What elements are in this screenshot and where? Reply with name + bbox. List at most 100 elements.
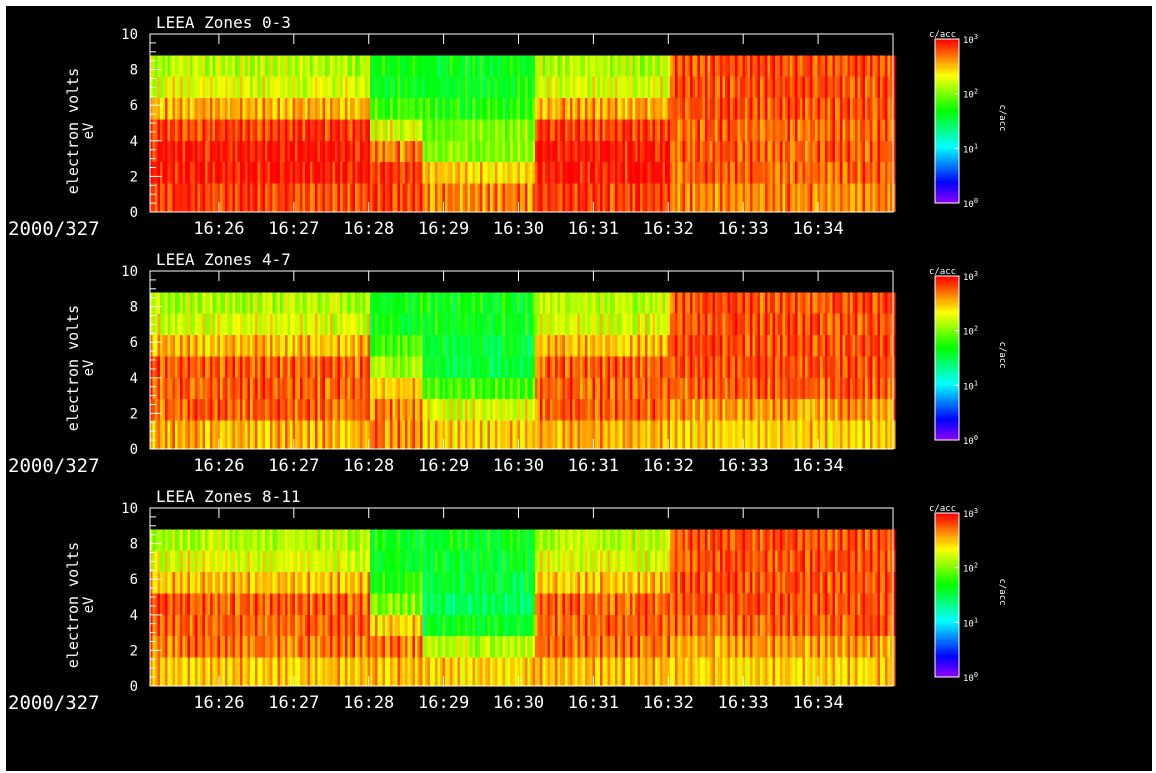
heatmap-cell <box>410 119 413 141</box>
heatmap-cell <box>887 55 891 77</box>
heatmap-cell <box>240 140 243 163</box>
heatmap-cell <box>665 76 668 99</box>
heatmap-cell <box>150 420 153 449</box>
heatmap-cell <box>467 98 471 120</box>
heatmap-cell <box>432 313 436 336</box>
heatmap-cell <box>647 76 651 99</box>
heatmap-cell <box>842 55 846 77</box>
heatmap-cell <box>155 335 158 357</box>
heatmap-cell <box>542 162 546 184</box>
heatmap-cell <box>465 119 468 141</box>
heatmap-cell <box>732 98 736 120</box>
heatmap-cell <box>580 140 583 163</box>
heatmap-cell <box>200 140 203 163</box>
heatmap-cell <box>770 292 773 314</box>
heatmap-cell <box>627 313 631 336</box>
colorbar-label-top: c/acc <box>929 30 956 40</box>
heatmap-cell <box>437 140 441 163</box>
heatmap-cell <box>595 377 598 400</box>
heatmap-cell <box>227 550 231 573</box>
heatmap-cell <box>422 55 426 77</box>
heatmap-cell <box>322 55 326 77</box>
heatmap-cell <box>570 335 573 357</box>
heatmap-cell <box>190 335 193 357</box>
heatmap-cell <box>407 140 411 163</box>
heatmap-cell <box>237 55 241 77</box>
heatmap-cell <box>810 377 813 400</box>
heatmap-cell <box>175 636 178 658</box>
heatmap-cell <box>632 377 636 400</box>
heatmap-cell <box>877 76 881 99</box>
heatmap-cell <box>787 183 791 212</box>
heatmap-cell <box>707 119 711 141</box>
heatmap-cell <box>215 636 218 658</box>
heatmap-cell <box>432 377 436 400</box>
heatmap-cell <box>610 183 613 212</box>
heatmap-cell <box>557 335 561 357</box>
heatmap-cell <box>180 76 183 99</box>
heatmap-cell <box>190 98 193 120</box>
heatmap-cell <box>357 76 361 99</box>
heatmap-cell <box>227 76 231 99</box>
heatmap-cell <box>205 313 208 336</box>
heatmap-cell <box>672 162 676 184</box>
heatmap-cell <box>615 420 618 449</box>
heatmap-cell <box>522 76 526 99</box>
heatmap-cell <box>795 98 798 120</box>
heatmap-cell <box>492 55 496 77</box>
heatmap-cell <box>375 140 378 163</box>
heatmap-cell <box>775 140 778 163</box>
heatmap-cell <box>310 550 313 573</box>
heatmap-cell <box>797 335 801 357</box>
heatmap-cell <box>475 335 478 357</box>
heatmap-cell <box>585 55 588 77</box>
heatmap-cell <box>472 313 476 336</box>
heatmap-cell <box>532 76 536 99</box>
heatmap-cell <box>222 356 226 378</box>
heatmap-cell <box>447 98 451 120</box>
heatmap-cell <box>445 119 448 141</box>
heatmap-cell <box>885 356 888 378</box>
heatmap-cell <box>727 55 731 77</box>
heatmap-cell <box>805 140 808 163</box>
heatmap-cell <box>732 377 736 400</box>
heatmap-cell <box>617 98 621 120</box>
heatmap-cell <box>162 593 166 615</box>
heatmap-cell <box>185 313 188 336</box>
heatmap-cell <box>362 119 366 141</box>
heatmap-cell <box>485 55 488 77</box>
heatmap-cell <box>597 183 601 212</box>
colorbar-cell <box>935 186 959 190</box>
heatmap-cell <box>347 420 351 449</box>
heatmap-cell <box>290 98 293 120</box>
heatmap-cell <box>635 183 638 212</box>
heatmap-cell <box>205 76 208 99</box>
heatmap-cell <box>155 529 158 551</box>
heatmap-cell <box>810 183 813 212</box>
heatmap-cell <box>415 162 418 184</box>
heatmap-cell <box>337 119 341 141</box>
heatmap-cell <box>770 55 773 77</box>
heatmap-cell <box>205 335 208 357</box>
heatmap-cell <box>212 183 216 212</box>
heatmap-cell <box>805 162 808 184</box>
heatmap-cell <box>620 335 623 357</box>
heatmap-cell <box>260 614 263 637</box>
heatmap-cell <box>730 420 733 449</box>
heatmap-cell <box>632 98 636 120</box>
heatmap-cell <box>782 183 786 212</box>
heatmap-cell <box>815 420 818 449</box>
heatmap-cell <box>642 313 646 336</box>
heatmap-cell <box>547 356 551 378</box>
heatmap-cell <box>850 292 853 314</box>
heatmap-cell <box>627 377 631 400</box>
heatmap-cell <box>827 313 831 336</box>
heatmap-cell <box>465 55 468 77</box>
heatmap-cell <box>260 140 263 163</box>
colorbar-cell <box>935 43 959 46</box>
heatmap-cell <box>790 183 793 212</box>
heatmap-cell <box>240 399 243 421</box>
heatmap-cell <box>305 119 308 141</box>
y-axis-unit: eV <box>81 122 97 139</box>
heatmap-cell <box>252 292 256 314</box>
